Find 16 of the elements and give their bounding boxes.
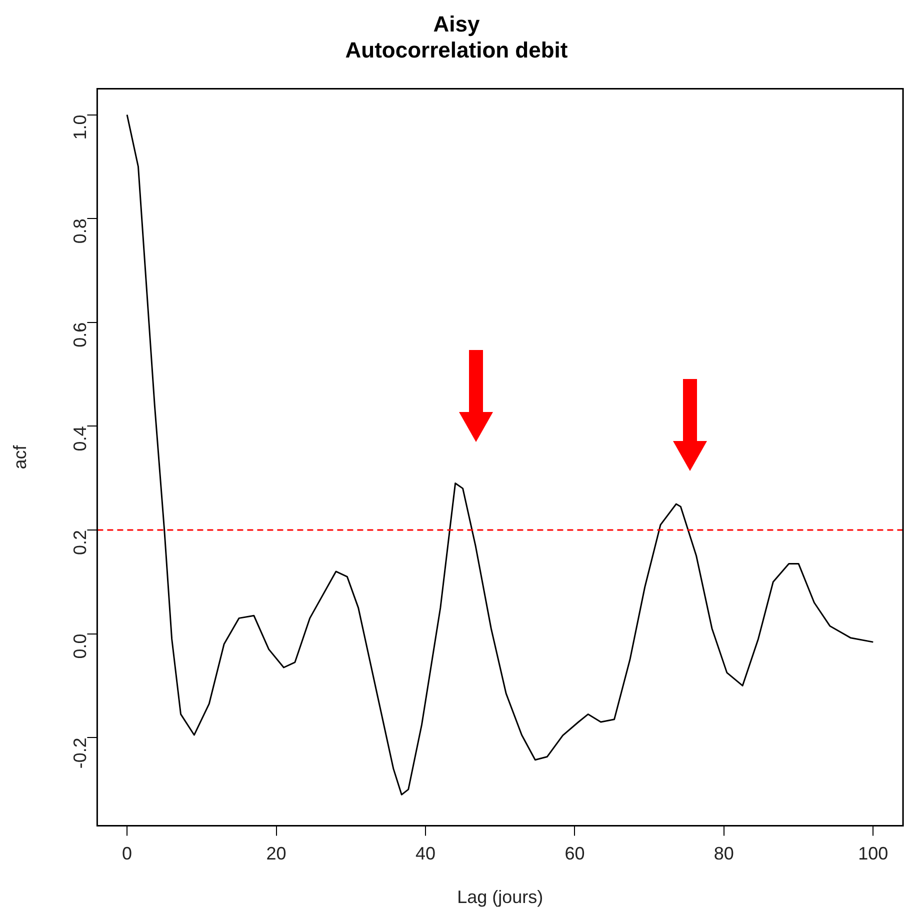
y-tick-label: 0.0	[70, 634, 90, 659]
y-axis-title: acf	[10, 444, 30, 470]
x-tick-label: 100	[858, 844, 888, 864]
x-tick-label: 40	[415, 844, 436, 864]
y-tick-label: 0.4	[70, 426, 90, 452]
x-tick-label: 20	[266, 844, 286, 864]
y-tick-label: 0.6	[70, 322, 90, 348]
y-tick-label: 0.8	[70, 218, 90, 244]
chart-title: Aisy Autocorrelation debit	[345, 11, 568, 63]
x-tick-label: 0	[122, 844, 132, 864]
x-axis-title: Lag (jours)	[457, 887, 544, 908]
x-tick-label: 60	[564, 844, 585, 864]
y-tick-label: 0.2	[70, 530, 90, 555]
x-tick-label: 80	[714, 844, 734, 864]
y-tick-label: -0.2	[70, 738, 90, 769]
y-tick-label: 1.0	[70, 114, 90, 140]
